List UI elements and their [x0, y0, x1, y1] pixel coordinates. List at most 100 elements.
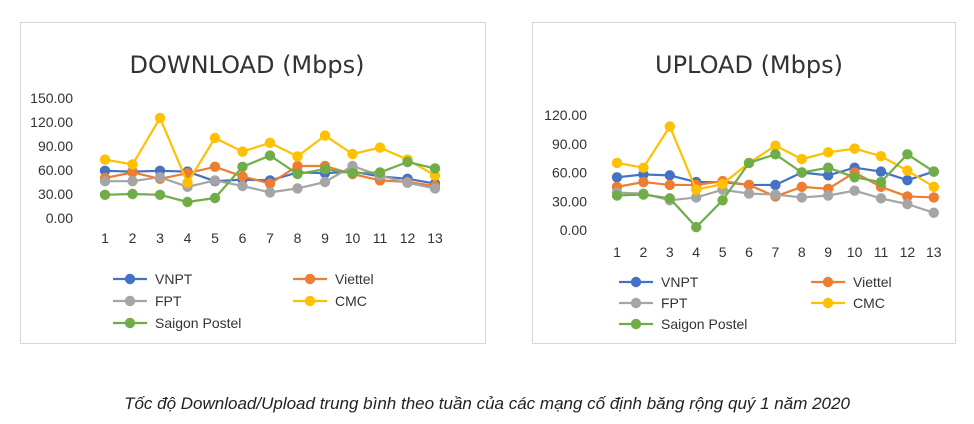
upload-point-saigon-postel — [717, 195, 728, 206]
upload-point-saigon-postel — [691, 221, 702, 233]
upload-y-tick-label: 120.00 — [544, 107, 587, 123]
download-point-fpt — [154, 172, 166, 183]
upload-legend-marker-saigon-postel — [630, 318, 642, 330]
download-y-tick-label: 0.00 — [46, 210, 73, 226]
upload-point-saigon-postel — [638, 189, 649, 200]
download-x-tick-label: 1 — [101, 230, 109, 246]
upload-point-saigon-postel — [902, 149, 913, 160]
download-point-saigon-postel — [347, 168, 358, 179]
download-y-tick-label: 90.00 — [38, 138, 73, 154]
download-point-saigon-postel — [374, 167, 386, 178]
download-x-tick-label: 4 — [184, 230, 192, 246]
upload-point-saigon-postel — [823, 162, 834, 173]
download-point-saigon-postel — [429, 163, 441, 174]
download-point-cmc — [99, 154, 111, 165]
upload-y-tick-label: 90.00 — [552, 136, 587, 152]
upload-x-tick-label: 1 — [613, 244, 621, 260]
download-point-cmc — [319, 130, 331, 141]
download-point-fpt — [127, 176, 138, 187]
upload-x-tick-label: 5 — [719, 244, 727, 260]
upload-legend-label-fpt: FPT — [661, 295, 688, 311]
upload-chart-title: UPLOAD (Mbps) — [655, 51, 843, 79]
upload-point-cmc — [849, 143, 860, 154]
download-point-fpt — [264, 187, 276, 198]
download-x-tick-label: 12 — [400, 230, 416, 246]
upload-point-viettel — [902, 191, 913, 202]
download-point-cmc — [347, 148, 358, 160]
upload-chart-panel: UPLOAD (Mbps) 0.00 30.00 60.00 90.00 120.00 1 2… — [532, 22, 956, 344]
download-point-viettel — [127, 167, 138, 178]
download-point-viettel — [292, 160, 303, 172]
download-point-saigon-postel — [292, 168, 303, 180]
download-point-cmc — [127, 159, 138, 170]
download-y-tick-label: 150.00 — [30, 90, 73, 106]
upload-point-viettel — [796, 181, 807, 193]
upload-point-vnpt — [823, 170, 834, 181]
download-point-fpt — [292, 183, 303, 194]
upload-point-cmc — [796, 153, 807, 165]
download-series-line-cmc — [104, 116, 436, 184]
upload-point-saigon-postel — [796, 167, 807, 178]
download-point-saigon-postel — [154, 189, 166, 200]
download-point-cmc — [182, 177, 193, 188]
upload-legend-label-saigon-postel: Saigon Postel — [661, 316, 747, 332]
upload-point-saigon-postel — [849, 172, 860, 183]
download-legend-marker-cmc — [304, 295, 316, 307]
download-point-saigon-postel — [402, 156, 413, 168]
upload-point-cmc — [928, 181, 939, 193]
download-x-tick-label: 9 — [321, 230, 329, 246]
upload-point-saigon-postel — [875, 176, 887, 188]
upload-point-saigon-postel — [611, 190, 623, 201]
download-chart-title: DOWNLOAD (Mbps) — [130, 51, 365, 79]
download-point-cmc — [237, 146, 248, 157]
upload-point-viettel — [664, 179, 675, 191]
upload-legend-label-viettel: Viettel — [853, 274, 892, 290]
upload-point-viettel — [928, 192, 939, 203]
download-legend-label-cmc: CMC — [335, 293, 367, 309]
upload-point-vnpt — [875, 166, 887, 177]
download-point-saigon-postel — [127, 188, 138, 200]
upload-point-cmc — [611, 157, 623, 169]
download-x-tick-label: 5 — [211, 230, 219, 246]
upload-point-saigon-postel — [928, 166, 939, 177]
download-x-tick-label: 11 — [373, 230, 388, 246]
upload-legend-marker-vnpt — [630, 276, 642, 288]
download-point-cmc — [429, 170, 441, 181]
download-legend-label-vnpt: VNPT — [155, 271, 193, 287]
upload-point-fpt — [902, 198, 913, 210]
download-point-saigon-postel — [237, 161, 248, 172]
download-point-cmc — [209, 132, 221, 144]
download-point-saigon-postel — [264, 150, 276, 161]
upload-y-tick-label: 0.00 — [560, 222, 587, 238]
download-x-tick-label: 6 — [239, 230, 247, 246]
download-point-cmc — [374, 142, 386, 153]
download-chart: DOWNLOAD (Mbps) 0.00 30.00 60.00 90.00 120.00… — [30, 51, 443, 331]
download-point-fpt — [237, 180, 248, 192]
download-point-saigon-postel — [99, 189, 111, 200]
upload-point-saigon-postel — [770, 149, 781, 160]
download-x-tick-label: 2 — [129, 230, 137, 246]
upload-point-cmc — [664, 121, 675, 132]
upload-point-fpt — [875, 193, 887, 204]
upload-legend-marker-cmc — [822, 297, 834, 309]
download-point-fpt — [429, 183, 441, 194]
download-legend-label-saigon-postel: Saigon Postel — [155, 315, 241, 331]
download-legend-label-viettel: Viettel — [335, 271, 374, 287]
download-point-cmc — [264, 137, 276, 148]
download-point-viettel — [264, 178, 276, 189]
upload-x-tick-label: 4 — [692, 244, 700, 260]
upload-point-fpt — [849, 185, 860, 196]
download-point-saigon-postel — [319, 164, 331, 175]
upload-point-vnpt — [611, 172, 623, 183]
upload-legend-label-cmc: CMC — [853, 295, 885, 311]
upload-point-vnpt — [664, 170, 675, 181]
download-legend-label-fpt: FPT — [155, 293, 182, 309]
download-point-viettel — [209, 161, 221, 172]
upload-point-fpt — [743, 188, 755, 199]
download-x-tick-label: 8 — [294, 230, 302, 246]
download-legend-marker-fpt — [124, 295, 136, 307]
upload-legend-marker-viettel — [822, 276, 834, 288]
upload-point-cmc — [902, 165, 913, 176]
download-point-fpt — [347, 160, 358, 172]
download-y-tick-label: 30.00 — [38, 186, 73, 202]
